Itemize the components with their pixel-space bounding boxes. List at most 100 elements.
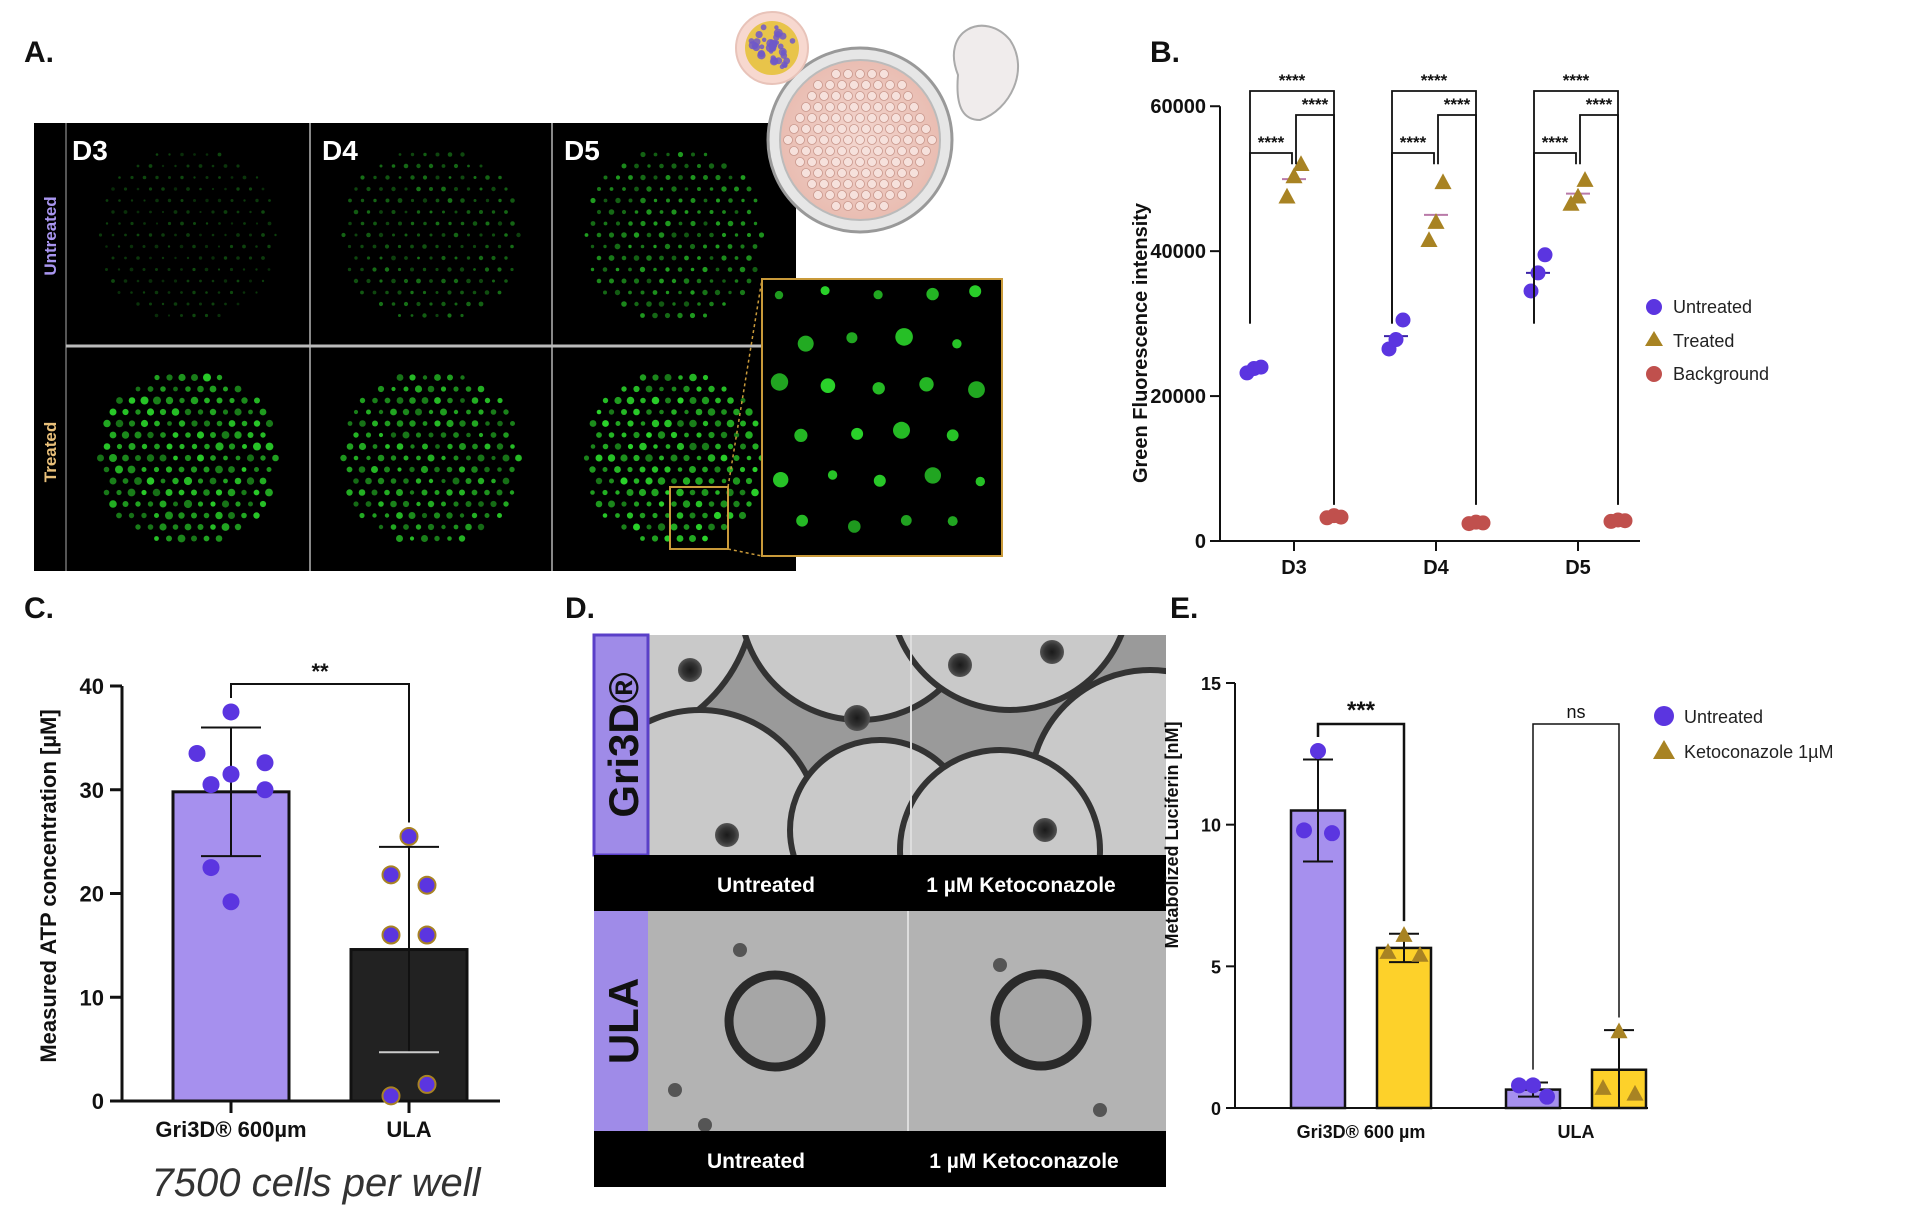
panel-d: Gri3D® ULA Untreated 1 µM Ketoconazole U… xyxy=(592,633,1166,1187)
dish-well xyxy=(909,124,919,134)
spheroid-dot xyxy=(690,267,695,272)
spheroid-dot xyxy=(608,232,615,238)
spheroid-dot xyxy=(228,420,236,427)
spheroid-dot xyxy=(615,175,621,180)
spheroid-dot xyxy=(204,313,209,318)
spheroid-dot xyxy=(435,444,440,449)
spheroid-dot xyxy=(141,467,147,472)
spheroid-dot xyxy=(733,500,740,508)
spheroid-dot xyxy=(192,244,196,249)
spheroid-dot xyxy=(180,152,184,157)
spheroid-dot xyxy=(228,443,236,450)
spheroid-dot xyxy=(130,221,134,226)
row-label-gri3d-box xyxy=(592,633,650,857)
spheroid-dot xyxy=(640,397,646,404)
spheroid-dot xyxy=(111,210,115,214)
spheroid-dot xyxy=(651,488,659,497)
spheroid-dot xyxy=(657,477,666,485)
spheroid-dot xyxy=(646,501,652,507)
caption-ula-ketoconazole: 1 µM Ketoconazole xyxy=(929,1150,1118,1173)
spheroid-dot xyxy=(97,454,104,462)
spheroid-dot xyxy=(360,198,365,203)
spheroid-dot xyxy=(234,385,242,393)
spheroid-dot xyxy=(210,501,216,507)
dish-well xyxy=(867,179,877,189)
spheroid-dot xyxy=(677,420,684,427)
spheroid-dot xyxy=(409,397,416,404)
spheroid-dot xyxy=(193,153,196,156)
dish-cell xyxy=(777,43,784,50)
spheroid-dot xyxy=(397,198,403,203)
spheroid-dot xyxy=(484,489,490,496)
spheroid-dot xyxy=(639,512,646,519)
spheroid-dot xyxy=(173,386,178,392)
panel-b-xtick-label: D3 xyxy=(1281,557,1307,579)
dish-well xyxy=(789,124,799,134)
panel-e-ytick-label: 0 xyxy=(1211,1099,1221,1119)
dish-well xyxy=(855,157,865,167)
spheroid-dot xyxy=(709,279,714,283)
spheroid-dot xyxy=(109,500,117,508)
spheroid-dot xyxy=(678,375,683,380)
spheroid-dot xyxy=(366,278,371,284)
spheroid-dot xyxy=(621,501,627,507)
panel-e-ytick-label: 10 xyxy=(1201,816,1221,836)
dish-well xyxy=(879,157,889,167)
spheroid-dot xyxy=(665,267,670,272)
spheroid-dot xyxy=(454,187,458,191)
panel-c-ytick-label: 20 xyxy=(80,882,104,907)
spheroid-dot xyxy=(484,513,490,518)
spheroid-dot xyxy=(603,290,607,295)
inset-spheroid xyxy=(851,427,864,440)
spheroid-dot xyxy=(453,232,459,238)
spheroid-dot xyxy=(484,443,491,450)
spheroid-dot xyxy=(714,289,721,296)
spheroid-dot xyxy=(752,266,758,273)
spheroid-dot xyxy=(422,198,428,203)
spheroid-dot xyxy=(622,187,626,191)
spheroid-dot xyxy=(678,290,682,295)
spheroid-dot xyxy=(236,302,240,306)
spheroid-dot xyxy=(174,256,177,260)
spheroid-dot xyxy=(614,466,621,473)
spheroid-dot xyxy=(404,187,408,191)
spheroid-dot xyxy=(105,222,109,225)
spheroid-dot xyxy=(479,210,483,214)
spheroid-dot xyxy=(615,513,620,518)
panel-c-sig-bracket xyxy=(230,683,410,823)
spheroid-dot xyxy=(197,478,204,484)
spheroid-dot xyxy=(410,314,414,317)
spheroid-dot xyxy=(621,432,627,438)
spheroid-dot xyxy=(153,396,161,405)
dish-well xyxy=(867,135,877,145)
spheroid-dot xyxy=(626,396,635,405)
spheroid-dot xyxy=(402,408,410,416)
dish-well xyxy=(879,179,889,189)
spheroid-dot xyxy=(603,175,608,180)
spheroid-dot xyxy=(197,454,204,462)
dish-well xyxy=(867,113,877,123)
spheroid-dot xyxy=(638,488,647,497)
spheroid-dot xyxy=(722,302,726,306)
spheroid-dot xyxy=(215,511,223,520)
spheroid-dot xyxy=(460,313,464,318)
spheroid-dot xyxy=(434,374,441,381)
dish-well xyxy=(825,190,835,200)
spheroid-dot xyxy=(460,198,465,203)
dish-well xyxy=(825,124,835,134)
spheroid-dot xyxy=(746,455,752,461)
spheroid-dot xyxy=(122,478,129,484)
spheroid-dot xyxy=(416,278,421,284)
panel-c-point xyxy=(188,744,206,762)
spheroid-dot xyxy=(167,314,171,317)
dish-well xyxy=(825,168,835,178)
spheroid-dot xyxy=(109,408,117,416)
spheroid-dot xyxy=(728,198,733,203)
dish-well xyxy=(915,135,925,145)
panel-b-sig-bracket xyxy=(1533,152,1577,324)
spheroid-dot xyxy=(504,187,508,191)
spheroid-dot xyxy=(441,164,446,168)
dish-well xyxy=(807,179,817,189)
spheroid-dot xyxy=(143,222,146,225)
spheroid-dot xyxy=(454,256,458,260)
